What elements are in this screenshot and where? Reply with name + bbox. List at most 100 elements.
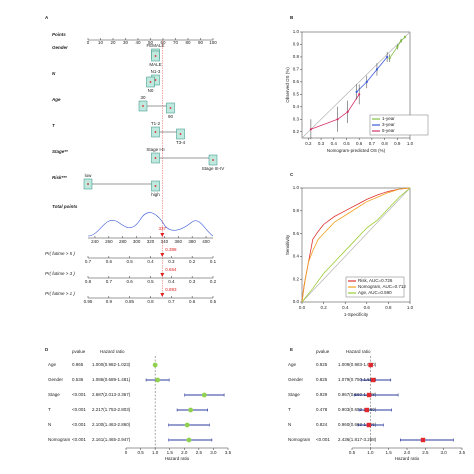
x-tick-label: 1.5 — [167, 450, 174, 455]
points-tick-label: 80 — [185, 40, 191, 45]
x-tick-label: 0.0 — [299, 305, 306, 310]
survival-value: 0.654 — [165, 267, 177, 272]
column-header: Hazard ratio — [346, 349, 371, 354]
x-tick-label: 0.6 — [356, 141, 363, 146]
point — [336, 118, 339, 121]
p-value: <0.001 — [72, 422, 86, 427]
y-tick-label: 0.6 — [293, 79, 300, 84]
survival-value: 0.388 — [165, 247, 177, 252]
hr-label: 2.161(1.465-2.947) — [92, 437, 131, 442]
survival-tick-label: 0.4 — [168, 279, 175, 284]
y-tick-label: 0.0 — [293, 299, 300, 304]
x-tick-label: 2.0 — [181, 450, 188, 455]
survival-value: 0.893 — [165, 287, 177, 292]
level-dot — [212, 159, 214, 161]
y-tick-label: 0.5 — [293, 92, 300, 97]
row-name: Stage — [288, 392, 300, 397]
survival-tick-label: 0.8 — [85, 279, 92, 284]
p-value: <0.001 — [72, 392, 86, 397]
total-tick-label: 320 — [147, 239, 155, 244]
panel-label: A — [45, 15, 49, 20]
x-tick-label: 0.6 — [364, 305, 371, 310]
reference-diagonal — [301, 187, 411, 303]
points-tick-label: 50 — [148, 40, 154, 45]
y-tick-label: 0.8 — [293, 208, 300, 213]
series-line — [389, 36, 406, 59]
points-tick-label: 70 — [173, 40, 179, 45]
row-name: Nomogram — [48, 437, 71, 442]
y-tick-label: 1.0 — [293, 29, 300, 34]
x-tick-label: 1.0 — [152, 450, 159, 455]
total-tick-label: 300 — [133, 239, 141, 244]
hr-point — [155, 377, 161, 383]
hr-point — [368, 362, 373, 368]
y-axis-label: Observed OS (%) — [285, 67, 290, 103]
x-tick-label: 1.0 — [407, 305, 414, 310]
points-tick-label: 90 — [198, 40, 204, 45]
level-dot — [154, 185, 157, 187]
column-header: Hazard ratio — [100, 349, 125, 354]
total-tick-label: 400 — [202, 239, 210, 244]
y-tick-label: 0.8 — [293, 54, 300, 59]
hr-point — [186, 437, 192, 443]
level-label: 30 — [140, 95, 146, 100]
hr-label: 1.000(0.982-1.023) — [92, 362, 131, 367]
level-dot — [154, 131, 157, 133]
total-tick-label: 240 — [91, 239, 99, 244]
points-tick-label: 40 — [135, 40, 141, 45]
points-tick-label: 10 — [98, 40, 104, 45]
row-name: N — [48, 422, 51, 427]
x-tick-label: 3.5 — [225, 450, 232, 455]
level-label: low — [85, 173, 93, 178]
level-dot — [149, 81, 152, 83]
reference-diagonal — [301, 31, 411, 139]
p-value: <0.001 — [72, 437, 86, 442]
row-name: T — [48, 407, 51, 412]
p-value: <0.001 — [72, 407, 86, 412]
level-label: T1-2 — [151, 121, 161, 126]
row-name: Age — [288, 362, 297, 367]
p-value: 0.965 — [72, 362, 84, 367]
row-name: T — [288, 407, 291, 412]
point — [386, 55, 389, 59]
level-label: Stage I-II — [146, 147, 164, 152]
row-label: Risk*** — [52, 175, 67, 180]
point — [400, 39, 403, 42]
points-tick-label: 20 — [110, 40, 116, 45]
hr-point — [152, 362, 158, 368]
point — [403, 35, 407, 39]
level-label: T3-4 — [176, 140, 186, 145]
survival-tick-label: 0.95 — [84, 299, 93, 304]
y-axis-label: Sensitivity — [285, 234, 290, 255]
total-value: 337 — [159, 226, 167, 231]
p-value: 0.536 — [72, 377, 84, 382]
x-tick-label: 3.0 — [441, 450, 448, 455]
x-tick-label: 3.0 — [210, 450, 217, 455]
x-tick-label: 1.5 — [386, 450, 393, 455]
hr-label: 2.100(1.463-2.860) — [92, 422, 131, 427]
level-label: 90 — [168, 114, 174, 119]
x-tick-label: 0.2 — [320, 305, 327, 310]
level-label: N1-3 — [151, 69, 161, 74]
total-marker — [160, 233, 165, 237]
hr-point — [184, 422, 190, 428]
y-tick-label: 0.6 — [293, 231, 300, 236]
total-tick-label: 340 — [161, 239, 169, 244]
hr-point — [364, 407, 369, 413]
survival-tick-label: 0.6 — [106, 259, 113, 264]
hr-label: 2.436(1.817-3.268) — [338, 437, 377, 442]
p-value: 0.825 — [316, 377, 328, 382]
p-value: 0.925 — [316, 362, 328, 367]
x-tick-label: 0.8 — [381, 141, 388, 146]
series-line — [301, 187, 411, 303]
hr-label: 0.903(0.693-1.580) — [338, 407, 377, 412]
row-label: Pr( futime > 5 ) — [45, 251, 75, 256]
row-label: Total points — [52, 204, 78, 209]
y-tick-label: 0.4 — [293, 254, 300, 259]
hr-label: 2.217(1.753-2.803) — [92, 407, 131, 412]
plot-frame — [301, 187, 411, 303]
hr-label: 0.960(0.663-1.356) — [338, 422, 377, 427]
survival-tick-label: 0.85 — [125, 299, 134, 304]
y-tick-label: 0.9 — [293, 42, 300, 47]
